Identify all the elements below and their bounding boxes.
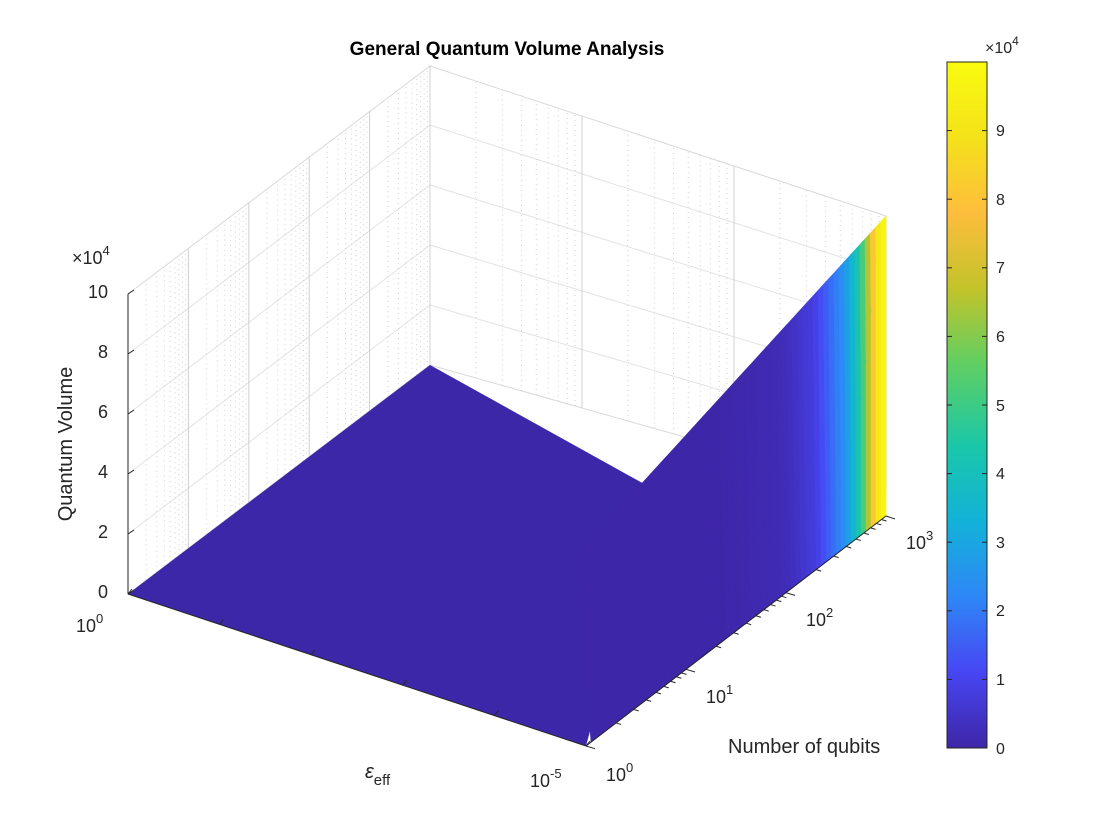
y-tick-label-3: 103	[906, 528, 933, 553]
y-tick	[846, 546, 852, 549]
y-tick	[776, 599, 782, 603]
y-tick	[746, 622, 752, 626]
y-tick	[815, 569, 822, 572]
y-tick	[885, 515, 896, 520]
x-axis-line	[127, 593, 587, 747]
z-tick-label: 6	[98, 402, 108, 422]
colorbar: 0 1 2 3 4 5 6 7 8 9 ×104	[946, 34, 1019, 758]
y-tick	[655, 691, 662, 695]
z-tick-label: 8	[98, 342, 108, 362]
z-axis-label: Quantum Volume	[55, 367, 77, 522]
x-tick-label-1: 10-5	[530, 766, 562, 791]
y-tick	[663, 685, 669, 689]
y-tick-label-2: 102	[806, 605, 833, 630]
colorbar-tick-label: 9	[996, 123, 1005, 140]
z-multiplier: ×104	[72, 243, 110, 268]
z-grid-line	[127, 124, 431, 355]
z-grid-line	[127, 244, 431, 475]
y-tick	[733, 632, 739, 635]
z-grid-line	[127, 304, 431, 535]
x-tick	[310, 649, 316, 656]
axis-ticks	[127, 289, 896, 750]
y-tick	[633, 708, 639, 712]
y-tick	[755, 615, 762, 618]
y-tick	[870, 527, 876, 530]
z-tick-label: 0	[98, 582, 108, 602]
x-tick	[402, 679, 408, 686]
y-axis-label: Number of qubits	[728, 736, 880, 758]
surface-flat-region	[128, 365, 655, 746]
z-tick	[127, 289, 135, 295]
x-tick-label-0: 100	[76, 611, 103, 636]
colorbar-tick-label: 6	[996, 329, 1005, 346]
y-tick	[781, 595, 787, 599]
colorbar-gradient	[946, 61, 988, 749]
surface-band	[840, 471, 847, 552]
y-tick	[646, 699, 652, 702]
y-tick	[615, 722, 622, 725]
z-tick	[127, 409, 135, 415]
surface-band	[875, 235, 882, 525]
z-tick-label: 10	[88, 282, 108, 302]
colorbar-tick-label: 0	[996, 741, 1005, 758]
colorbar-tick-label: 2	[996, 603, 1005, 620]
y-tick	[585, 745, 596, 750]
colorbar-tick-label: 7	[996, 260, 1005, 277]
colorbar-tick-label: 3	[996, 535, 1005, 552]
y-tick	[685, 668, 696, 673]
y-tick-label-0: 100	[606, 760, 633, 785]
z-tick-label: 4	[98, 462, 108, 482]
x-axis-label: εeff	[365, 761, 391, 789]
y-tick	[670, 680, 676, 684]
colorbar-tick-label: 5	[996, 398, 1005, 415]
y-tick	[876, 522, 882, 526]
z-tick	[127, 529, 135, 535]
z-grid-line	[127, 184, 431, 415]
z-tick	[127, 349, 135, 355]
y-tick	[681, 672, 687, 675]
x-tick	[219, 619, 224, 625]
z-tick	[127, 469, 135, 475]
y-tick	[676, 676, 682, 679]
y-tick	[785, 592, 796, 596]
surface-band	[880, 215, 887, 521]
z-tick-labels: 0 2 4 6 8 10	[88, 282, 108, 602]
y-tick	[763, 609, 769, 612]
colorbar-multiplier: ×104	[985, 34, 1019, 57]
y-tick	[770, 604, 776, 607]
x-tick	[127, 588, 133, 595]
y-tick	[881, 519, 887, 522]
colorbar-tick-labels: 0 1 2 3 4 5 6 7 8 9	[996, 123, 1005, 758]
z-grid-line	[429, 124, 887, 273]
z-tick-label: 2	[98, 522, 108, 542]
x-tick	[585, 740, 591, 747]
x-tick	[494, 710, 499, 716]
chart-title: General Quantum Volume Analysis	[350, 39, 665, 60]
y-tick	[833, 555, 839, 559]
y-tick-label-1: 101	[706, 682, 733, 707]
colorbar-ticks	[947, 130, 987, 749]
colorbar-tick-label: 4	[996, 466, 1005, 483]
colorbar-tick-label: 1	[996, 672, 1005, 689]
colorbar-tick-label: 8	[996, 192, 1005, 209]
y-axis-line	[585, 515, 887, 747]
y-tick	[715, 645, 722, 649]
surface-sheet-band	[880, 215, 887, 236]
y-tick	[855, 538, 862, 542]
y-tick	[863, 532, 869, 535]
